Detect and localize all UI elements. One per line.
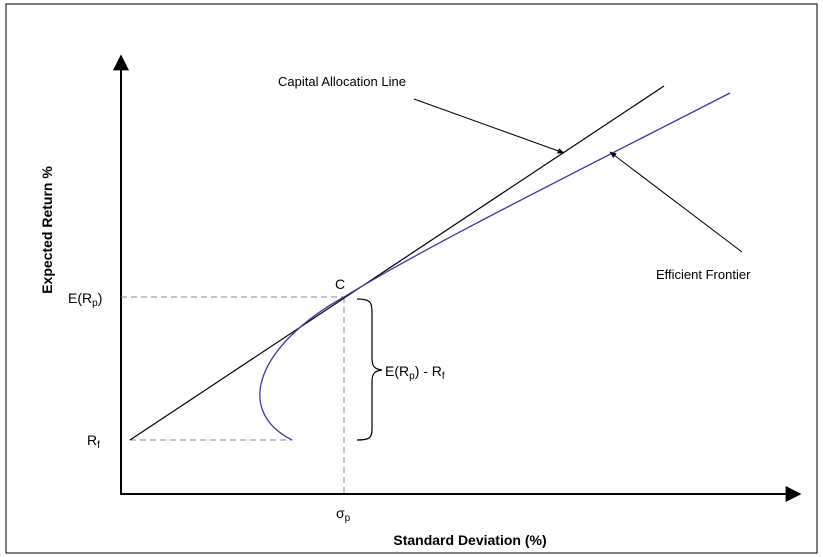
y-tick-rf: Rf <box>87 432 100 451</box>
frontier-callout-arrow <box>609 151 743 253</box>
capital-allocation-line <box>129 85 665 441</box>
x-axis-title: Standard Deviation (%) <box>393 532 546 548</box>
cal-label: Capital Allocation Line <box>278 74 406 89</box>
point-c-label: C <box>335 276 345 292</box>
y-axis-title: Expected Return % <box>39 166 55 294</box>
figure-frame <box>5 3 818 554</box>
x-tick-sigma-p: σp <box>336 505 351 524</box>
efficient-frontier-curve <box>259 92 731 441</box>
cal-callout-arrow <box>413 98 565 154</box>
return-premium-brace <box>356 298 383 441</box>
y-tick-e-rp: E(Rp) <box>68 290 102 309</box>
frontier-label: Efficient Frontier <box>656 267 751 282</box>
brace-label: E(Rp) - Rf <box>385 363 445 382</box>
